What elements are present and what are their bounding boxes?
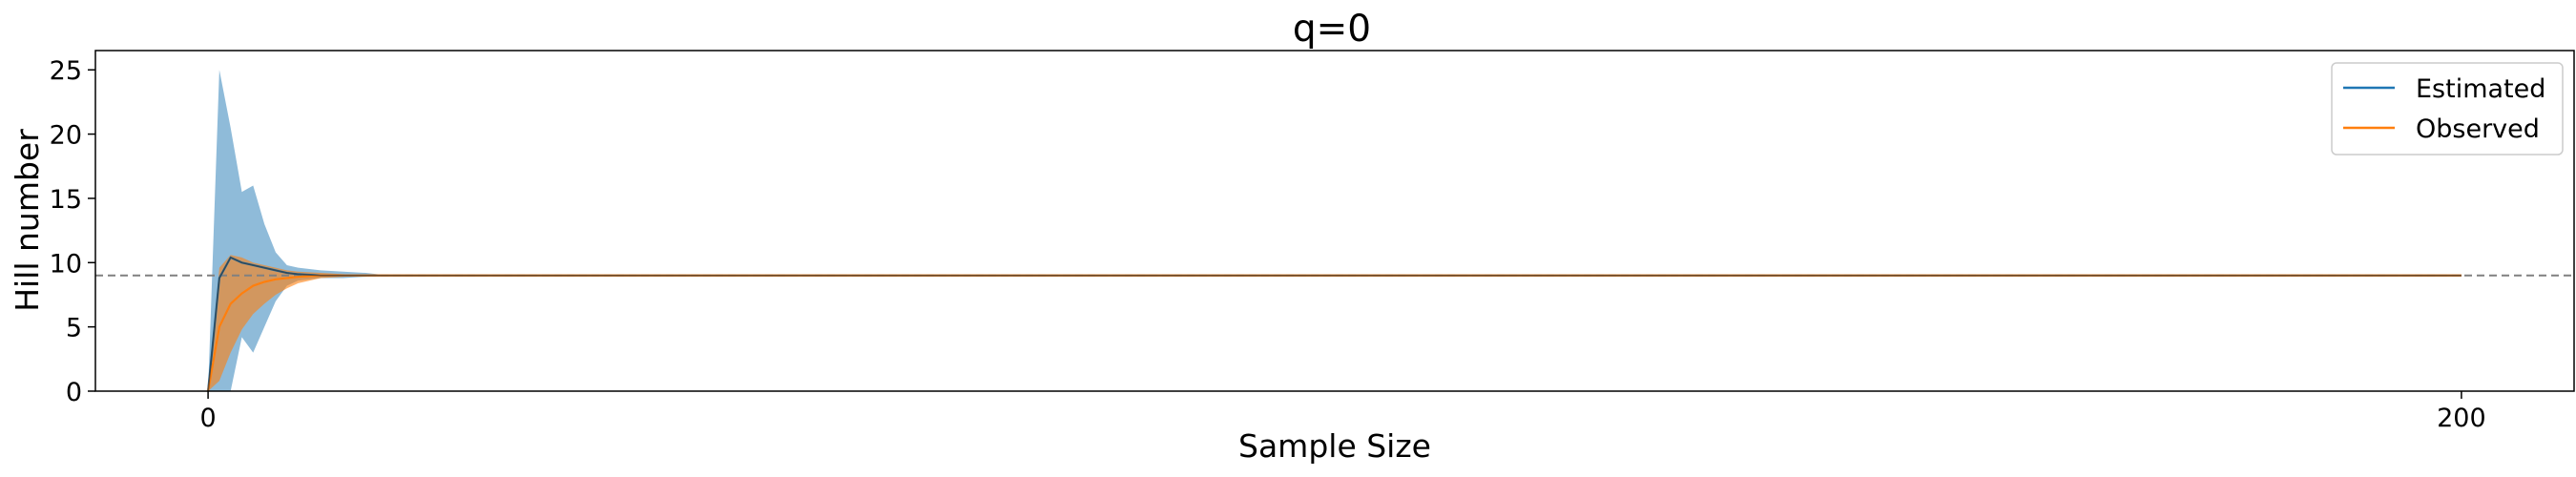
y-tick-label: 10	[50, 249, 82, 279]
legend-box	[2331, 62, 2564, 156]
plot-area	[95, 70, 2574, 392]
y-axis-label: Hill number	[9, 129, 46, 312]
series-line-estimated	[206, 256, 2462, 392]
y-tick-label: 15	[50, 185, 82, 215]
legend-label-estimated: Estimated	[2416, 74, 2545, 104]
x-tick-label: 0	[199, 404, 216, 433]
confidence-band-estimated	[208, 70, 2462, 391]
axes: 0 5 10 15 20 25 0 200	[50, 56, 2486, 433]
plot-frame	[94, 50, 2575, 392]
series-line-observed	[207, 274, 2462, 392]
series-line-estimated-overlay	[207, 256, 2462, 392]
legend: Estimated Observed	[2331, 62, 2564, 156]
y-tick-label: 20	[50, 121, 82, 151]
legend-label-observed: Observed	[2416, 114, 2540, 144]
y-tick-label: 5	[66, 314, 82, 343]
x-tick-label: 200	[2437, 404, 2486, 433]
y-tick-label: 0	[66, 378, 82, 407]
x-axis-label: Sample Size	[1238, 427, 1431, 465]
chart-title: q=0	[1293, 8, 1371, 51]
y-tick-label: 25	[50, 56, 82, 86]
